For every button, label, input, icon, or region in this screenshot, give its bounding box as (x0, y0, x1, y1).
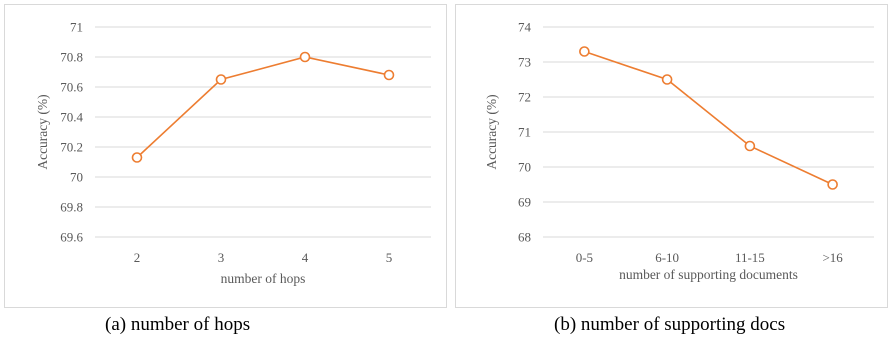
x-axis-title: number of hops (221, 271, 306, 286)
data-point (827, 179, 838, 190)
y-tick-label: 70.4 (60, 110, 83, 125)
x-tick-label: 0-5 (576, 250, 593, 265)
y-tick-label: 71 (70, 20, 83, 35)
data-point (579, 46, 590, 57)
y-tick-label: 72 (518, 90, 531, 105)
series-line (136, 56, 390, 159)
hops-chart-svg: 69.6 69.8 70 70.2 70.4 70.6 70.8 71 2 3 4 5 number o… (35, 20, 431, 286)
y-tick-label: 74 (518, 20, 532, 35)
y-tick-label: 73 (518, 55, 531, 70)
y-tick-label: 69 (518, 195, 531, 210)
y-tick-label: 70 (518, 160, 531, 175)
x-tick-label: 6-10 (655, 250, 679, 265)
x-tick-label: 11-15 (735, 250, 765, 265)
caption-hops: (a) number of hops (105, 314, 251, 335)
y-tick-label: 69.8 (60, 200, 83, 215)
data-point (661, 74, 673, 85)
y-tick-label: 70.8 (60, 50, 83, 65)
data-point (744, 140, 756, 152)
data-point (131, 152, 143, 163)
data-point (299, 51, 311, 63)
y-tick-label: 70 (70, 170, 83, 185)
y-tick-label: 70.6 (60, 80, 83, 95)
y-axis-title: Accuracy (%) (35, 94, 50, 169)
y-tick-label: 69.6 (60, 230, 83, 245)
x-tick-label: 2 (134, 250, 141, 265)
x-axis-title: number of supporting documents (619, 267, 798, 282)
x-tick-label: 5 (386, 250, 393, 265)
x-tick-label: >16 (822, 250, 843, 265)
data-point (215, 74, 227, 85)
y-tick-label: 68 (518, 230, 531, 245)
supporting-docs-chart-svg: 68 69 70 71 72 73 74 0-5 6-10 11-15 >16 number of s… (484, 20, 874, 282)
data-point (383, 69, 395, 81)
x-tick-label: 3 (218, 250, 225, 265)
y-tick-label: 70.2 (60, 140, 83, 155)
chart-panel-supporting-docs: 68 69 70 71 72 73 74 0-5 6-10 11-15 >16 number of s… (455, 4, 888, 308)
chart-panel-hops: 69.6 69.8 70 70.2 70.4 70.6 70.8 71 2 3 4 5 number o… (4, 4, 447, 308)
x-tick-label: 4 (302, 250, 309, 265)
y-tick-label: 71 (518, 125, 531, 140)
caption-supporting-docs: (b) number of supporting docs (554, 314, 786, 335)
series-line (584, 50, 833, 186)
y-axis-title: Accuracy (%) (484, 94, 499, 169)
